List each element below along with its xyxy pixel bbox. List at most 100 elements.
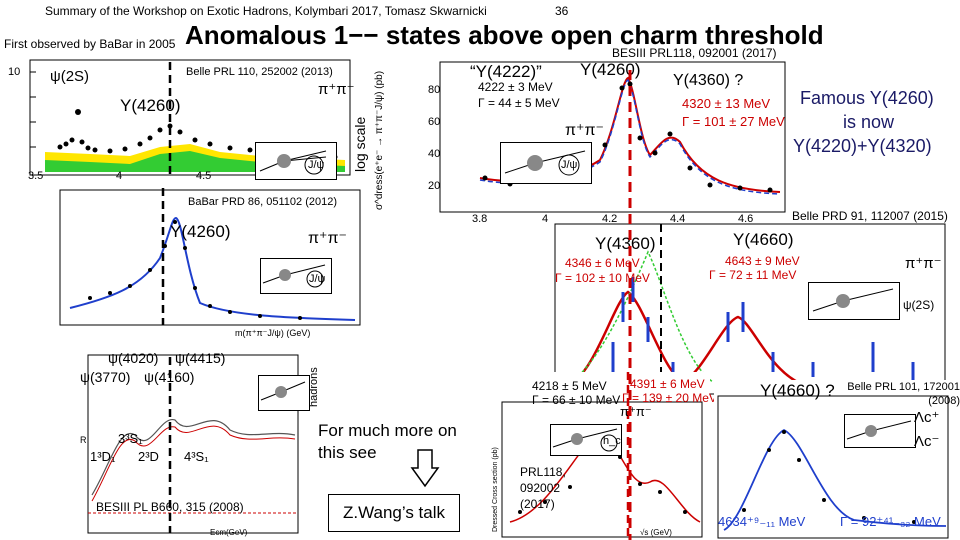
running-title: Summary of the Workshop on Exotic Hadron… xyxy=(45,4,487,18)
belle-feynman xyxy=(808,282,900,320)
bes3-feynman-lines xyxy=(504,150,586,176)
ref-bes-2008: BESIII PL B660, 315 (2008) xyxy=(96,500,244,514)
psi2s-points xyxy=(611,277,915,382)
down-arrow-icon xyxy=(410,449,440,488)
label-y4360q: Y(4360) ? xyxy=(673,72,744,89)
label-33s1: 3³S₁ xyxy=(118,431,143,446)
label-main-y4260: Y(4260) xyxy=(580,60,641,79)
label-psi4160: ψ(4160) xyxy=(144,369,195,385)
feynman-lines xyxy=(259,150,327,175)
bes3-xtick-4: 4 xyxy=(542,213,549,225)
babar-xlabel: m(π⁺π⁻J/ψ) (GeV) xyxy=(235,328,311,338)
page-number: 36 xyxy=(555,4,569,18)
talk-box[interactable]: Z.Wang’s talk xyxy=(328,494,460,532)
label-y4260: Y(4260) xyxy=(120,96,181,115)
babar-chart xyxy=(59,188,361,326)
babar-points xyxy=(88,220,302,320)
jpsi-label: J/ψ xyxy=(308,159,325,171)
belle-y4360: Y(4360) xyxy=(595,234,656,253)
bes3-yaxis: σ^dress(e⁺e⁻ → π⁺π⁻J/ψ) (pb) xyxy=(374,70,385,210)
lc-mass: 4634⁺⁹₋₁₁ MeV xyxy=(718,514,806,529)
babar-feynman: J/ψ xyxy=(260,258,332,294)
y4260-red-dashed-line xyxy=(628,70,632,540)
lc-plus: Λc⁺ xyxy=(914,409,940,426)
slide-title: Anomalous 1−− states above open charm th… xyxy=(185,20,824,50)
bes3-ytick-40: 40 xyxy=(428,148,441,160)
lc-width: Γ = 92⁺⁴¹₋₃₂ MeV xyxy=(840,514,941,529)
lc-y4660q: Y(4660) ? xyxy=(760,381,835,400)
belle-m1: 4346 ± 6 MeV xyxy=(565,256,640,270)
belle-y4660: Y(4660) xyxy=(733,230,794,249)
bes3-jpsi-plot: 80 60 40 20 3.8 4 4.2 4.4 4.6 4222 ± 3 M… xyxy=(374,50,790,230)
bes3-ytick-80: 80 xyxy=(428,84,441,96)
belle-psi2s-plot: Y(4360) Y(4660) 4346 ± 6 MeV Γ = 102 ± 1… xyxy=(553,222,948,397)
famous-line1: Famous Y(4260) xyxy=(800,88,934,108)
hc-ref: PRL118, 092002 (2017) xyxy=(520,465,566,511)
bes3-xtick-3.8: 3.8 xyxy=(472,213,488,225)
hc-w2: Γ = 139 ± 20 MeV xyxy=(622,391,717,405)
r-curves xyxy=(91,419,296,496)
lc-feynman-lines xyxy=(846,420,912,440)
belle-w2: Γ = 72 ± 11 MeV xyxy=(709,268,797,282)
hc-feynman: h_c xyxy=(550,424,622,456)
babar-jpsi: J/ψ xyxy=(309,273,326,285)
bes-r-plot: ψ(4020) ψ(4415) ψ(3770) ψ(4160) 3³S₁ 1³D… xyxy=(80,345,320,540)
hc-w1: Γ = 66 ± 10 MeV xyxy=(532,393,621,407)
belle-psi2s: ψ(2S) xyxy=(903,298,935,312)
bes3-fit1-mass: 4222 ± 3 MeV xyxy=(478,80,553,94)
more-text: For much more on this see xyxy=(318,421,457,462)
feynman-diagram: J/ψ xyxy=(255,142,337,180)
ref-belle-2015: Belle PRD 91, 112007 (2015) xyxy=(792,209,948,223)
hc-pipi: π⁺π⁻ xyxy=(620,404,652,419)
bes3-fit2-width: Γ = 101 ± 27 MeV xyxy=(682,114,785,129)
first-observed-note: First observed by BaBar in 2005 xyxy=(4,37,176,51)
label-psi2s: ψ(2S) xyxy=(50,68,90,85)
belle-w1: Γ = 102 ± 10 MeV xyxy=(555,271,650,285)
bes-r-chart xyxy=(87,354,299,534)
belle-lc-plot: Y(4660) ? Belle PRL 101, 172001 (2008) Λ… xyxy=(714,380,960,540)
bes3-fit2-mass: 4320 ± 13 MeV xyxy=(682,96,771,111)
babar-plot: BaBar PRD 86, 051102 (2012) Y(4260) π⁺π⁻… xyxy=(30,188,365,343)
bes3-fit1-width: Γ = 44 ± 5 MeV xyxy=(478,96,560,110)
hc-xlabel: √s (GeV) xyxy=(640,528,672,537)
lc-ref: Belle PRL 101, 172001 (2008) xyxy=(847,381,960,407)
ref-bes3-2017: BESIII PRL118, 092001 (2017) xyxy=(612,46,777,60)
label-pipi: π⁺π⁻ xyxy=(318,81,355,98)
famous-line2: is now xyxy=(843,112,895,132)
bes3-feynman: J/ψ xyxy=(500,142,592,184)
hc-m2: 4391 ± 6 MeV xyxy=(630,377,705,391)
xtick-4.5: 4.5 xyxy=(196,170,212,182)
babar-fit-curve xyxy=(69,216,356,321)
bes-r-xlabel: Ecm(GeV) xyxy=(210,528,248,537)
ref-babar: BaBar PRD 86, 051102 (2012) xyxy=(188,196,337,208)
belle-m2: 4643 ± 9 MeV xyxy=(725,254,800,268)
hc-ylabel: Dressed Cross section (pb) xyxy=(492,447,499,532)
bes-hc-chart xyxy=(501,372,703,538)
babar-pipi: π⁺π⁻ xyxy=(308,230,347,247)
babar-y4260: Y(4260) xyxy=(170,222,231,241)
xtick-3.5: 3.5 xyxy=(28,170,44,182)
xtick-4: 4 xyxy=(116,170,123,182)
bes3-ytick-60: 60 xyxy=(428,116,441,128)
log-scale-label: log scale xyxy=(352,116,368,172)
hc-hc: h_c xyxy=(603,435,621,447)
label-13d1: 1³D₁ xyxy=(90,449,116,464)
belle-feynman-lines xyxy=(812,288,894,312)
famous-line3: Y(4220)+Y(4320) xyxy=(793,136,932,156)
hc-m1: 4218 ± 5 MeV xyxy=(532,379,607,393)
hadrons-label: hadrons xyxy=(308,367,320,407)
ytick-10: 10 xyxy=(8,66,21,78)
belle-jpsi-plot: Belle PRL 110, 252002 (2013) ψ(2S) Y(426… xyxy=(0,52,378,182)
bes3-pipi: π⁺π⁻ xyxy=(565,122,604,139)
babar-feynman-lines xyxy=(262,264,326,288)
ref-belle-2013: Belle PRL 110, 252002 (2013) xyxy=(186,66,333,78)
label-y4222: “Y(4222)” xyxy=(470,62,542,81)
hadrons-feynman-lines xyxy=(260,381,306,401)
label-psi4020: ψ(4020) xyxy=(108,350,159,366)
lc-feynman xyxy=(844,414,916,448)
hadrons-feynman xyxy=(258,375,310,411)
label-43s1: 4³S₁ xyxy=(184,449,209,464)
lc-minus: Λc⁻ xyxy=(914,433,940,450)
hc-feynman-lines xyxy=(552,428,618,452)
label-psi3770: ψ(3770) xyxy=(80,369,131,385)
